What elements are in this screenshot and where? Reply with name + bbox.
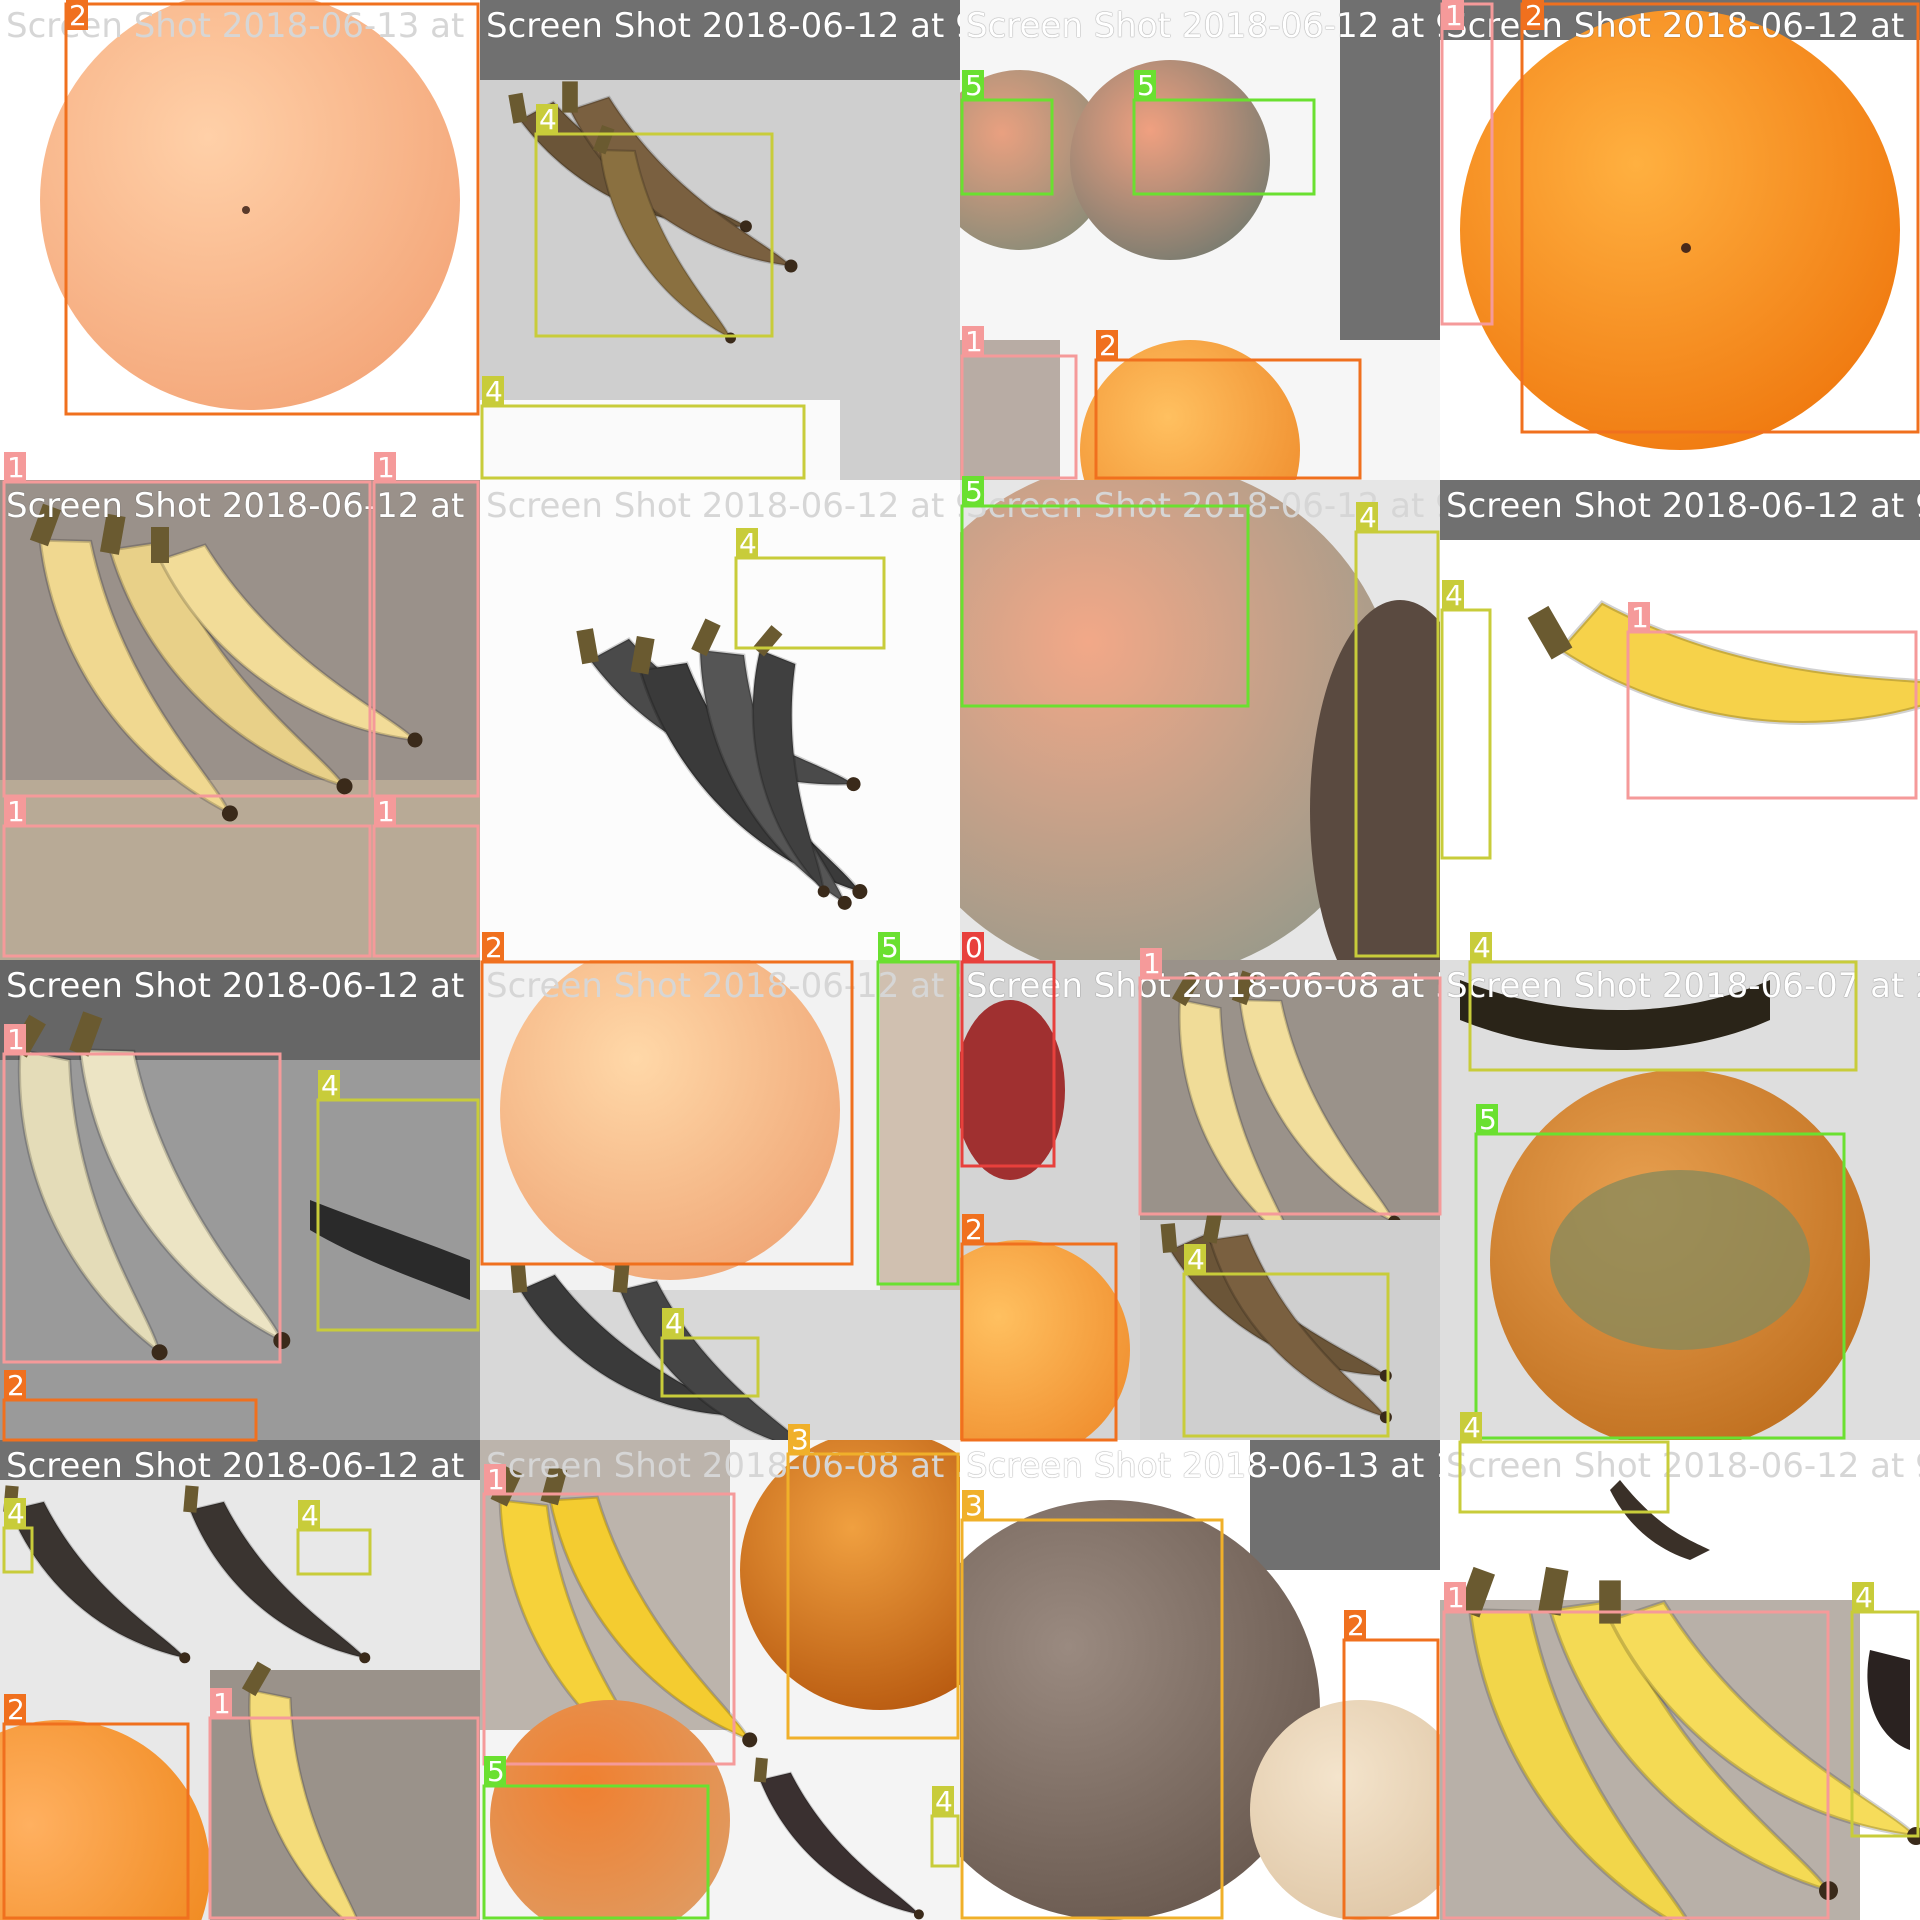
mosaic-tile: Screen Shot 2018-06-12 at	[1440, 0, 1920, 480]
tile-photo	[480, 960, 960, 1440]
tile-photo	[960, 0, 1440, 480]
tile-photo	[0, 0, 480, 480]
tile-photo	[480, 480, 960, 960]
tile-photo	[0, 960, 480, 1440]
mosaic-tile: Screen Shot 2018-06-07 at 2	[1440, 960, 1920, 1440]
mosaic-tile: Screen Shot 2018-06-12 at 9:16:08 AM.png	[480, 0, 960, 480]
mosaic-tile: Screen Shot 2018-06-12 at	[0, 480, 480, 960]
mosaic-tile: Screen Shot 2018-06-12 at	[0, 960, 480, 1440]
tile-photo	[480, 0, 960, 480]
tile-photo	[1440, 480, 1920, 960]
mosaic-tile: Screen Shot 2018-06-12 at 9:07:45 PM.png	[960, 480, 1440, 960]
tile-photo	[960, 960, 1440, 1440]
tile-photo	[1440, 960, 1920, 1440]
tile-photo	[1440, 0, 1920, 480]
mosaic-tile: Screen Shot 2018-06-12 at 9:11:17 PM.png	[960, 0, 1440, 480]
mosaic-tile: Screen Shot 2018-06-08 at 2:07:20 PM.png	[480, 1440, 960, 1920]
tile-photo	[960, 1440, 1440, 1920]
tile-photo	[0, 1440, 480, 1920]
mosaic-tile: Screen Shot 2018-06-13 at 1:30:03 PM.png	[960, 1440, 1440, 1920]
mosaic-tile: Screen Shot 2018-06-12 at	[0, 1440, 480, 1920]
tile-photo	[960, 480, 1440, 960]
mosaic-tile: Screen Shot 2018-06-08 at 5:14:44 PM.png	[960, 960, 1440, 1440]
mosaic-tile: Screen Shot 2018-06-12 at 9:02:24 PM.png	[1440, 480, 1920, 960]
tile-photo	[0, 480, 480, 960]
mosaic-tile: Screen Shot 2018-06-12 at 9:16:53 PM.png	[480, 960, 960, 1440]
tile-photo	[1440, 1440, 1920, 1920]
mosaic-tile: Screen Shot 2018-06-12 at 9:08:02 AM.png	[1440, 1440, 1920, 1920]
mosaic-tile: Screen Shot 2018-06-13 at	[0, 0, 480, 480]
mosaic-tile: Screen Shot 2018-06-12 at 9:07:52 PM.png	[480, 480, 960, 960]
tile-photo	[480, 1440, 960, 1920]
